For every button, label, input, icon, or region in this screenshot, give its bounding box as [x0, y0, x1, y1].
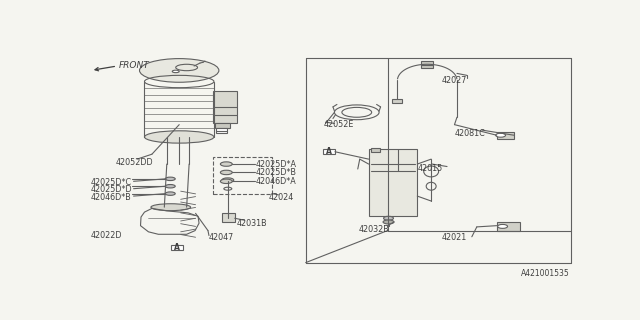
Ellipse shape: [222, 178, 234, 182]
Bar: [371, 148, 380, 152]
Ellipse shape: [495, 133, 506, 137]
Bar: [497, 222, 520, 231]
Text: 42046D*A: 42046D*A: [256, 177, 297, 186]
Text: 42021: 42021: [442, 234, 467, 243]
Text: 42024: 42024: [269, 193, 294, 202]
Ellipse shape: [165, 185, 175, 188]
Ellipse shape: [220, 162, 232, 166]
Bar: [421, 61, 433, 68]
Bar: [222, 212, 235, 222]
Bar: [216, 128, 227, 133]
Text: 42047: 42047: [209, 234, 234, 243]
Ellipse shape: [145, 131, 214, 143]
Bar: [497, 132, 514, 139]
Bar: [213, 157, 273, 194]
Ellipse shape: [220, 170, 232, 175]
Text: 42081C: 42081C: [454, 129, 485, 138]
Bar: [369, 149, 417, 216]
Text: 42025D*C: 42025D*C: [91, 178, 132, 187]
Text: 42046D*B: 42046D*B: [91, 193, 132, 202]
Bar: [171, 245, 182, 250]
Text: 42015: 42015: [417, 164, 442, 173]
Ellipse shape: [151, 204, 191, 211]
Ellipse shape: [172, 70, 179, 73]
Text: 42052E: 42052E: [324, 120, 355, 129]
Bar: [323, 149, 335, 154]
Bar: [392, 99, 403, 103]
Bar: [215, 123, 230, 128]
Text: A421001535: A421001535: [522, 269, 570, 278]
Ellipse shape: [383, 220, 394, 224]
Ellipse shape: [165, 177, 175, 180]
Text: FRONT: FRONT: [118, 60, 149, 69]
Text: 42031B: 42031B: [236, 219, 267, 228]
Ellipse shape: [498, 224, 508, 228]
Text: 42025D*D: 42025D*D: [91, 185, 132, 195]
Ellipse shape: [140, 59, 219, 82]
Ellipse shape: [383, 216, 394, 220]
Text: 42025D*B: 42025D*B: [256, 168, 297, 177]
Text: 42025D*A: 42025D*A: [256, 160, 297, 169]
Ellipse shape: [220, 179, 232, 184]
Bar: [213, 91, 237, 123]
Text: A: A: [174, 243, 180, 252]
Text: 42027: 42027: [442, 76, 467, 85]
Ellipse shape: [165, 192, 175, 195]
Text: 42022D: 42022D: [91, 231, 122, 240]
Text: A: A: [326, 147, 332, 156]
Text: 42052DD: 42052DD: [116, 158, 154, 167]
Text: 42032B: 42032B: [359, 225, 390, 234]
